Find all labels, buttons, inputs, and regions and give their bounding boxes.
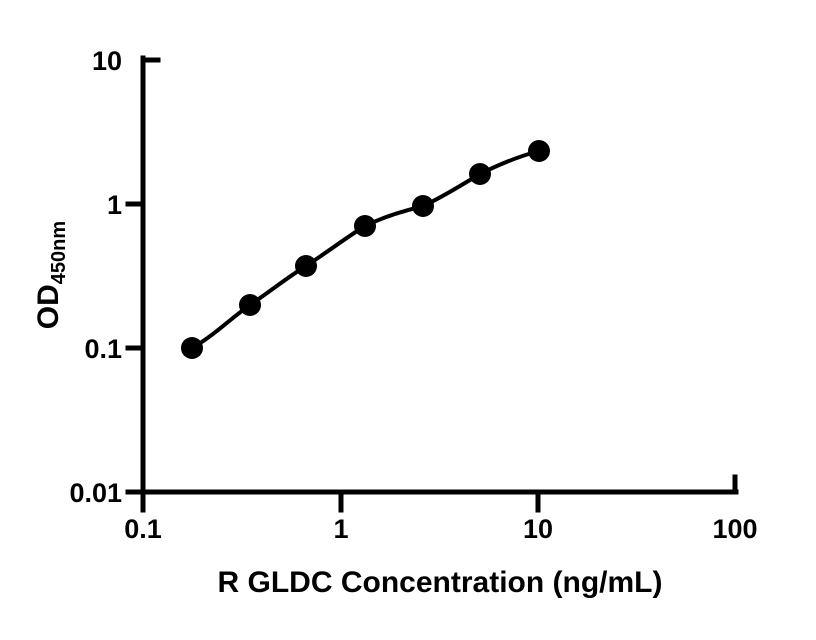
y-axis-title-group: OD450nm [32, 221, 70, 329]
x-axis-tick-labels: 0.1 1 10 100 [124, 514, 757, 544]
y-tick-label-0.01: 0.01 [69, 478, 122, 508]
y-axis-title-main: OD [32, 284, 65, 329]
x-axis-title: R GLDC Concentration (ng/mL) [218, 566, 663, 599]
y-tick-label-0.1: 0.1 [84, 334, 122, 364]
y-axis-title-subscript: 450nm [48, 221, 70, 284]
x-tick-label-0.1: 0.1 [124, 514, 162, 544]
data-point [469, 163, 491, 185]
data-point [181, 337, 203, 359]
data-points [181, 140, 550, 359]
data-point [412, 195, 434, 217]
axis-lines [138, 55, 739, 496]
data-point [528, 140, 550, 162]
y-axis-tick-labels: 10 1 0.1 0.01 [69, 46, 122, 508]
y-tick-label-10: 10 [92, 46, 122, 76]
data-point [295, 255, 317, 277]
x-tick-label-10: 10 [523, 514, 553, 544]
x-tick-label-1: 1 [333, 514, 348, 544]
y-axis-title: OD450nm [32, 221, 70, 329]
x-tick-label-100: 100 [712, 514, 757, 544]
y-tick-label-1: 1 [107, 190, 122, 220]
x-axis-ticks [140, 489, 541, 513]
data-point [239, 294, 261, 316]
data-point [354, 215, 376, 237]
